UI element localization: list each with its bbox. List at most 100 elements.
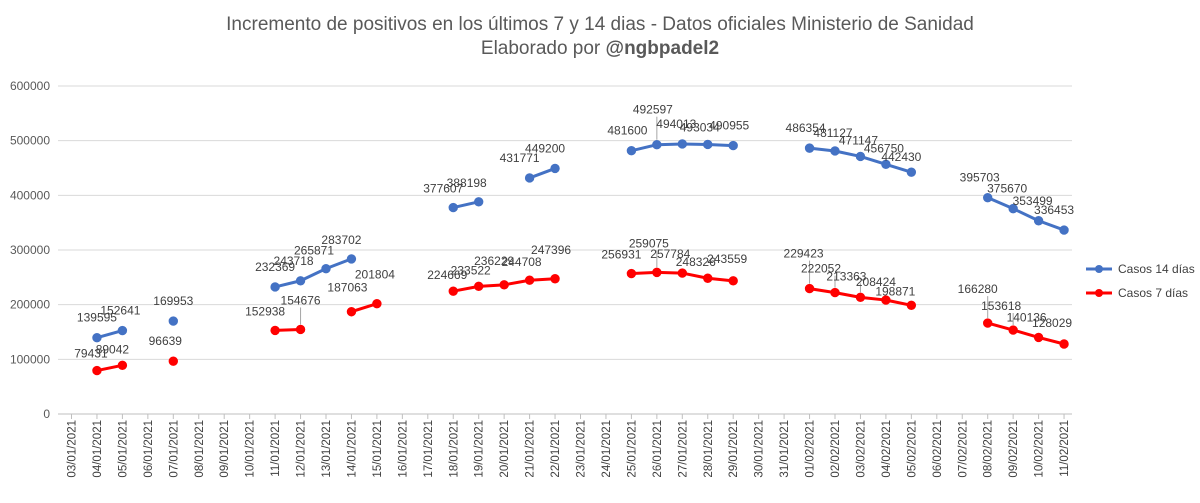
legend-label: Casos 7 días xyxy=(1118,286,1188,300)
x-tick-label: 14/01/2021 xyxy=(346,420,358,478)
x-tick-label: 05/01/2021 xyxy=(117,420,129,478)
data-point xyxy=(703,139,713,150)
data-point xyxy=(1033,216,1044,226)
data-label: 493034 xyxy=(680,120,720,134)
data-label: 169953 xyxy=(153,294,193,308)
legend-marker xyxy=(1095,265,1103,273)
data-label: 442430 xyxy=(881,150,921,164)
chart-author-handle: @ngbpadel2 xyxy=(606,38,720,59)
data-point xyxy=(677,139,687,149)
legend-label: Casos 14 días xyxy=(1118,262,1195,276)
data-point xyxy=(703,273,713,283)
data-point xyxy=(372,298,382,309)
data-points xyxy=(92,139,1069,376)
data-label: 236229 xyxy=(474,254,514,268)
data-label: 208424 xyxy=(856,275,896,289)
x-tick-label: 06/01/2021 xyxy=(143,420,155,478)
data-point xyxy=(855,292,866,303)
data-label: 213363 xyxy=(826,269,866,283)
data-label: 153618 xyxy=(981,299,1021,313)
data-point xyxy=(881,295,891,305)
x-tick-label: 07/02/2021 xyxy=(957,420,969,478)
data-point xyxy=(474,197,484,207)
data-point xyxy=(448,286,458,296)
data-label: 471147 xyxy=(839,133,878,147)
data-point xyxy=(448,202,458,213)
data-point xyxy=(168,356,179,366)
x-tick-label: 29/01/2021 xyxy=(728,420,740,478)
data-label: 375670 xyxy=(987,182,1027,196)
data-label: 283702 xyxy=(321,233,361,247)
data-point xyxy=(906,167,917,177)
data-label: 233522 xyxy=(451,263,491,277)
x-tick-label: 04/01/2021 xyxy=(92,420,104,478)
data-label: 96639 xyxy=(149,334,183,348)
y-tick-label: 100000 xyxy=(10,352,50,366)
data-label: 247396 xyxy=(531,243,571,257)
data-label: 492597 xyxy=(633,103,673,117)
x-tick-label: 23/01/2021 xyxy=(576,420,588,478)
data-point xyxy=(830,146,840,156)
data-point xyxy=(1033,332,1044,343)
data-label: 224669 xyxy=(427,268,467,282)
x-tick-label: 04/02/2021 xyxy=(881,420,893,478)
data-label: 152938 xyxy=(245,304,285,318)
x-tick-label: 27/01/2021 xyxy=(677,420,689,478)
data-label: 395703 xyxy=(960,171,1000,185)
data-label: 229423 xyxy=(784,247,824,261)
data-label: 139595 xyxy=(77,311,117,325)
data-label: 187063 xyxy=(327,281,367,295)
data-point xyxy=(92,332,102,343)
data-label: 481600 xyxy=(607,124,647,138)
data-point xyxy=(728,276,738,286)
x-tick-label: 18/01/2021 xyxy=(448,420,460,478)
data-point xyxy=(117,325,128,336)
gridlines xyxy=(58,85,1072,360)
data-point xyxy=(906,300,917,310)
data-point xyxy=(270,325,280,336)
data-point xyxy=(295,324,306,335)
data-point xyxy=(295,276,306,286)
y-tick-label: 200000 xyxy=(10,298,50,312)
series-line-casos-14-dias xyxy=(273,257,353,289)
data-label: 490955 xyxy=(709,119,749,133)
data-point xyxy=(626,146,637,156)
y-tick-label: 600000 xyxy=(10,79,50,93)
x-tick-label: 02/02/2021 xyxy=(830,420,842,478)
data-point xyxy=(830,287,840,298)
x-tick-label: 10/02/2021 xyxy=(1034,420,1046,478)
data-label: 449200 xyxy=(525,141,565,155)
x-tick-label: 28/01/2021 xyxy=(703,420,715,478)
label-leaders xyxy=(300,116,1014,326)
chart-subtitle-prefix: Elaborado por xyxy=(481,38,606,59)
x-tick-label: 19/01/2021 xyxy=(474,420,486,478)
data-label: 201804 xyxy=(355,268,395,282)
y-tick-label: 300000 xyxy=(10,243,50,257)
data-label: 89042 xyxy=(96,342,130,356)
data-point xyxy=(346,254,357,264)
data-label: 154676 xyxy=(281,293,321,307)
data-point xyxy=(1008,325,1018,335)
data-label: 257784 xyxy=(650,247,690,261)
data-point xyxy=(550,163,560,174)
data-point xyxy=(550,274,560,284)
data-label: 353499 xyxy=(1013,194,1053,208)
data-point xyxy=(1059,339,1069,349)
data-label: 265871 xyxy=(294,244,334,258)
data-point xyxy=(1059,225,1069,235)
data-point xyxy=(677,268,687,278)
data-point xyxy=(652,267,662,278)
data-point xyxy=(983,318,993,328)
x-tick-label: 07/01/2021 xyxy=(168,420,180,478)
x-tick-label: 03/02/2021 xyxy=(855,420,867,478)
data-label: 166280 xyxy=(958,282,998,296)
x-tick-label: 05/02/2021 xyxy=(906,420,918,478)
x-tick-label: 15/01/2021 xyxy=(372,420,384,478)
x-tick-label: 22/01/2021 xyxy=(550,420,562,478)
legend-marker xyxy=(1095,289,1103,297)
data-point xyxy=(499,280,509,290)
chart-title-line1: Incremento de positivos en los últimos 7… xyxy=(226,14,974,35)
data-point xyxy=(321,263,331,274)
